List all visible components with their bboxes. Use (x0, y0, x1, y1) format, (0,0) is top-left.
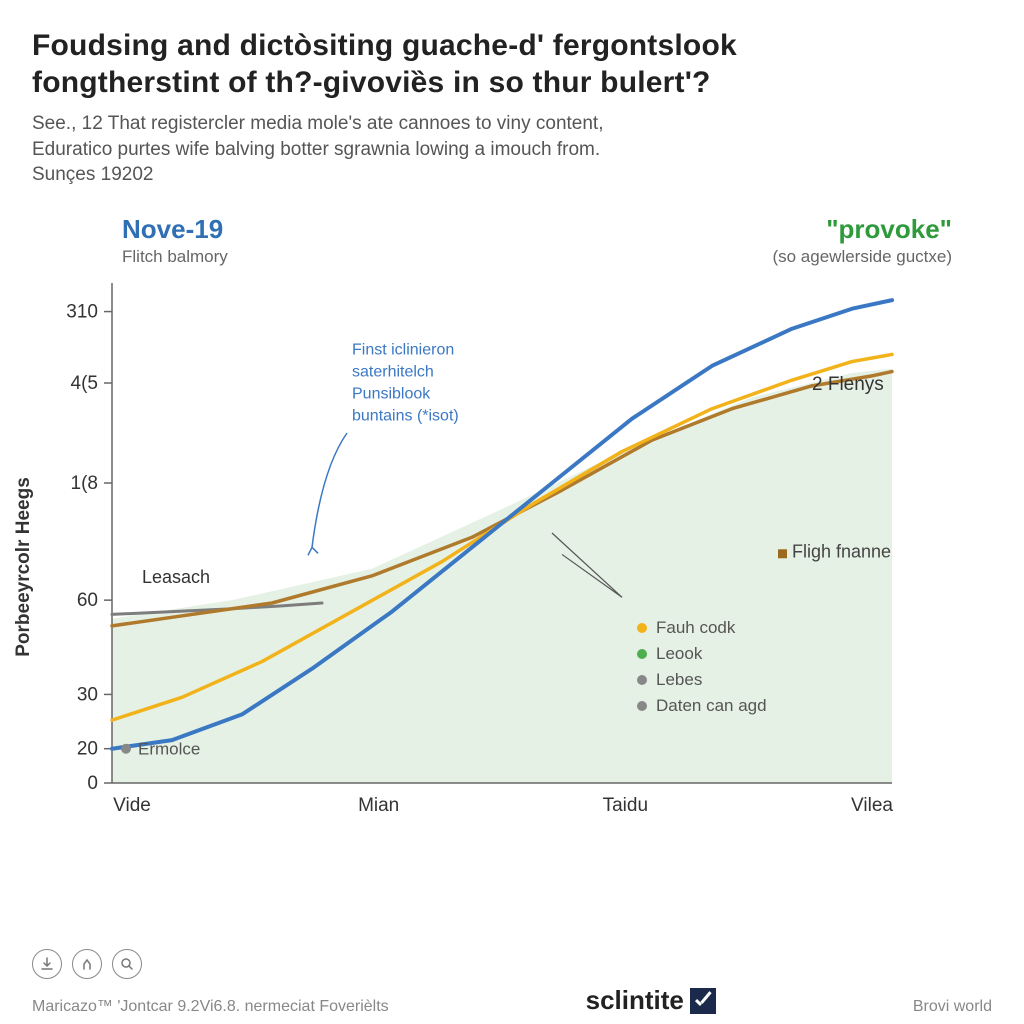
footer: Maricazo™ 'Jontcar 9.2Vi6.8. nermeciat F… (32, 949, 992, 1016)
svg-text:60: 60 (77, 590, 98, 611)
brand-logo: sclintite (586, 985, 716, 1016)
svg-text:Fauh codk: Fauh codk (656, 618, 736, 637)
line-chart: 0 20 30 60 1(8 4(5 310 Vide Mian Taidu Vilea Finst … (32, 273, 912, 833)
brand-mark-icon (690, 988, 716, 1014)
svg-text:Finst iclinieron: Finst iclinieron (352, 342, 454, 359)
svg-text:saterhitelch: saterhitelch (352, 364, 434, 381)
header-left-sub: Flitch balmory (122, 247, 537, 267)
svg-text:Ermolce: Ermolce (138, 740, 200, 759)
search-icon[interactable] (112, 949, 142, 979)
subtitle-line2: Eduratico purtes wife balving botter sgr… (32, 139, 600, 160)
svg-text:30: 30 (77, 685, 98, 706)
header-left: Nove-19 Flitch balmory (122, 214, 537, 267)
svg-text:Punsiblook: Punsiblook (352, 386, 431, 403)
subtitle-line1: See., 12 That registercler media mole's … (32, 113, 603, 134)
svg-text:Vilea: Vilea (851, 795, 893, 816)
chart-subtitle: See., 12 That registercler media mole's … (32, 111, 992, 188)
header-left-title: Nove-19 (122, 214, 537, 245)
download-icon[interactable] (32, 949, 62, 979)
svg-text:20: 20 (77, 739, 98, 760)
svg-text:Vide: Vide (113, 795, 151, 816)
svg-text:Fligh fnanne: Fligh fnanne (792, 541, 891, 561)
svg-text:Lebes: Lebes (656, 670, 702, 689)
svg-text:2 Flenys: 2 Flenys (812, 374, 884, 395)
svg-text:310: 310 (66, 302, 98, 323)
chart-title: Foudsing and dictòsiting guache-d' fergo… (32, 28, 992, 101)
info-icon[interactable] (72, 949, 102, 979)
svg-text:Taidu: Taidu (603, 795, 648, 816)
chart-container: Porbeeyrcolr Heegs 02030601(84(5310VideM… (32, 273, 992, 838)
svg-text:0: 0 (87, 773, 98, 794)
svg-text:Daten can agd: Daten can agd (656, 696, 767, 715)
svg-text:4(5: 4(5 (71, 373, 98, 394)
title-line1: Foudsing and dictòsiting guache-d' fergo… (32, 29, 737, 62)
brand-text: sclintite (586, 985, 684, 1016)
header-right-title: "provoke" (537, 214, 952, 245)
title-line2: fongtherstint of th?-givoviȅs in so thur… (32, 66, 711, 99)
y-axis-label: Porbeeyrcolr Heegs (13, 477, 35, 657)
column-headers: Nove-19 Flitch balmory "provoke" (so age… (32, 214, 992, 267)
header-right-sub: (so agewlerside guctxe) (537, 247, 952, 267)
svg-text:1(8: 1(8 (71, 473, 98, 494)
footer-left-text: Maricazo™ 'Jontcar 9.2Vi6.8. nermeciat F… (32, 998, 389, 1016)
footer-right-text: Brovi world (913, 998, 992, 1016)
svg-text:buntains (*isot): buntains (*isot) (352, 408, 459, 425)
svg-text:Leasach: Leasach (142, 567, 210, 587)
icon-row (32, 949, 992, 979)
header-right: "provoke" (so agewlerside guctxe) (537, 214, 992, 267)
subtitle-line3: Sunçes 19202 (32, 164, 154, 185)
svg-text:Leook: Leook (656, 644, 703, 663)
svg-text:Mian: Mian (358, 795, 399, 816)
